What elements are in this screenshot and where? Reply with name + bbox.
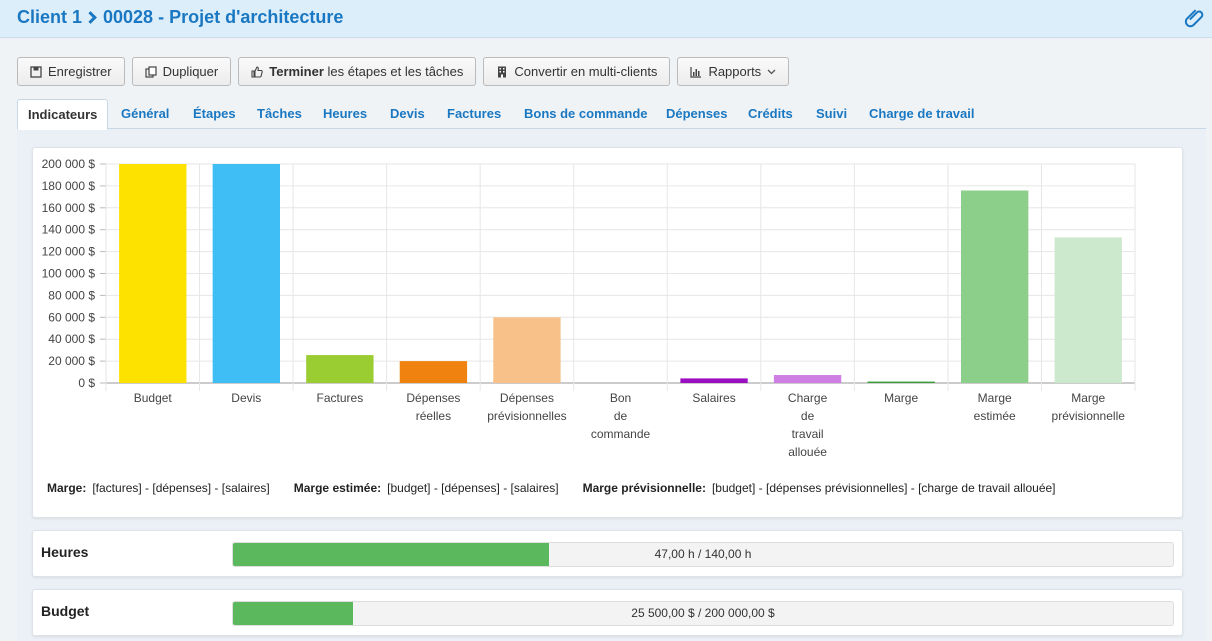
x-tick-label: prévisionnelle bbox=[1052, 409, 1126, 423]
copy-icon bbox=[144, 65, 157, 78]
x-tick-label: réelles bbox=[416, 409, 451, 423]
legend-value-marge-previsionnelle: [budget] - [dépenses prévisionnelles] - … bbox=[711, 481, 1056, 495]
chevron-down-icon bbox=[767, 69, 776, 74]
hours-progress-track: 47,00 h / 140,00 h bbox=[232, 542, 1174, 567]
bar-4 bbox=[493, 317, 561, 383]
hours-progress-card: Heures 47,00 h / 140,00 h bbox=[32, 530, 1183, 577]
budget-progress-track: 25 500,00 $ / 200 000,00 $ bbox=[232, 601, 1174, 626]
bar-10 bbox=[1054, 237, 1122, 383]
hours-progress-text: 47,00 h / 140,00 h bbox=[654, 547, 752, 561]
paperclip-icon[interactable] bbox=[1184, 6, 1206, 30]
duplicate-button[interactable]: Dupliquer bbox=[131, 57, 232, 86]
x-tick-label: travail bbox=[792, 427, 824, 441]
budget-label: Budget bbox=[41, 603, 90, 619]
budget-progress-fill bbox=[233, 602, 353, 625]
floppy-disk-icon bbox=[30, 65, 42, 78]
building-icon bbox=[498, 66, 507, 77]
y-tick-label: 200 000 $ bbox=[42, 157, 96, 171]
y-tick-label: 160 000 $ bbox=[42, 201, 96, 215]
indicators-chart-card: 0 $ 20 000 $ 40 000 $ 60 000 $ 80 000 $ 100 0… bbox=[32, 147, 1183, 518]
tab-heures[interactable]: Heures bbox=[323, 106, 368, 121]
bar-chart-icon bbox=[690, 66, 702, 78]
budget-progress-text: 25 500,00 $ / 200 000,00 $ bbox=[631, 606, 775, 620]
bar-2 bbox=[306, 355, 374, 383]
bar-8 bbox=[867, 381, 935, 383]
x-tick-label: prévisionnelles bbox=[487, 409, 566, 423]
x-tick-label: Marge bbox=[1071, 391, 1105, 405]
y-tick-label: 40 000 $ bbox=[48, 332, 95, 346]
y-tick-label: 180 000 $ bbox=[42, 179, 96, 193]
x-tick-label: Marge bbox=[978, 391, 1012, 405]
legend-key-marge-previsionnelle: Marge prévisionnelle: bbox=[582, 481, 706, 495]
tab-suivi[interactable]: Suivi bbox=[816, 106, 848, 121]
x-tick-label: Budget bbox=[134, 391, 173, 405]
legend-key-marge-estimee: Marge estimée: bbox=[293, 481, 382, 495]
tab-bar: Indicateurs Général Étapes Tâches Heures… bbox=[17, 99, 1206, 130]
convert-multiclient-button[interactable]: Convertir en multi-clients bbox=[483, 57, 671, 86]
y-tick-label: 100 000 $ bbox=[42, 267, 96, 281]
hours-progress-fill bbox=[233, 543, 549, 566]
x-tick-label: Marge bbox=[884, 391, 918, 405]
finish-steps-button[interactable]: Terminer les étapes et les tâches bbox=[238, 57, 477, 86]
x-tick-label: allouée bbox=[788, 445, 827, 459]
x-tick-label: de bbox=[614, 409, 628, 423]
thumbs-up-icon bbox=[251, 65, 263, 78]
page-title: Client 1 00028 - Projet d'architecture bbox=[17, 7, 343, 28]
legend-value-marge: [factures] - [dépenses] - [salaires] bbox=[92, 481, 270, 495]
bar-1 bbox=[212, 164, 280, 383]
page-header: Client 1 00028 - Projet d'architecture bbox=[0, 0, 1212, 38]
bar-9 bbox=[961, 190, 1029, 383]
y-tick-label: 120 000 $ bbox=[42, 245, 96, 259]
tab-depenses[interactable]: Dépenses bbox=[666, 106, 728, 121]
x-tick-label: Dépenses bbox=[500, 391, 554, 405]
legend-value-marge-estimee: [budget] - [dépenses] - [salaires] bbox=[387, 481, 559, 495]
x-tick-label: de bbox=[801, 409, 815, 423]
reports-dropdown-button[interactable]: Rapports bbox=[677, 57, 790, 86]
toolbar: Enregistrer Dupliquer Terminer les étape… bbox=[17, 57, 790, 86]
finish-label-bold: Terminer bbox=[269, 64, 324, 79]
x-tick-label: Devis bbox=[231, 391, 261, 405]
x-tick-label: estimée bbox=[974, 409, 1016, 423]
tab-charge-de-travail[interactable]: Charge de travail bbox=[869, 106, 975, 121]
breadcrumb-client[interactable]: Client 1 bbox=[17, 7, 83, 27]
bar-6 bbox=[680, 378, 748, 383]
hours-label: Heures bbox=[41, 544, 89, 560]
breadcrumb-project: 00028 - Projet d'architecture bbox=[103, 7, 344, 27]
x-tick-label: Bon bbox=[610, 391, 631, 405]
y-tick-label: 0 $ bbox=[78, 376, 95, 390]
chart-legend: Marge: [factures] - [dépenses] - [salair… bbox=[47, 481, 1056, 495]
tab-devis[interactable]: Devis bbox=[390, 106, 425, 121]
tab-bons-de-commande[interactable]: Bons de commande bbox=[524, 106, 648, 121]
indicators-bar-chart: 0 $ 20 000 $ 40 000 $ 60 000 $ 80 000 $ 100 0… bbox=[42, 157, 1136, 459]
tab-indicateurs[interactable]: Indicateurs bbox=[17, 99, 109, 130]
chevron-right-icon bbox=[84, 11, 97, 24]
x-tick-label: Salaires bbox=[692, 391, 735, 405]
x-tick-label: commande bbox=[591, 427, 651, 441]
tab-credits[interactable]: Crédits bbox=[748, 106, 793, 121]
x-tick-label: Charge bbox=[788, 391, 828, 405]
tab-taches[interactable]: Tâches bbox=[257, 106, 302, 121]
save-button[interactable]: Enregistrer bbox=[17, 57, 125, 86]
x-tick-label: Factures bbox=[317, 391, 364, 405]
y-tick-label: 140 000 $ bbox=[42, 223, 96, 237]
y-tick-label: 80 000 $ bbox=[48, 288, 95, 302]
y-tick-label: 60 000 $ bbox=[48, 310, 95, 324]
budget-progress-card: Budget 25 500,00 $ / 200 000,00 $ bbox=[32, 589, 1183, 636]
y-tick-label: 20 000 $ bbox=[48, 354, 95, 368]
tab-etapes[interactable]: Étapes bbox=[193, 106, 236, 121]
bar-0 bbox=[119, 164, 187, 383]
tab-general[interactable]: Général bbox=[121, 106, 170, 121]
bar-7 bbox=[773, 375, 842, 383]
x-tick-label: Dépenses bbox=[406, 391, 460, 405]
bar-3 bbox=[399, 361, 468, 383]
tab-factures[interactable]: Factures bbox=[447, 106, 502, 121]
legend-key-marge: Marge: bbox=[47, 481, 87, 495]
finish-label-rest: les étapes et les tâches bbox=[327, 64, 464, 79]
